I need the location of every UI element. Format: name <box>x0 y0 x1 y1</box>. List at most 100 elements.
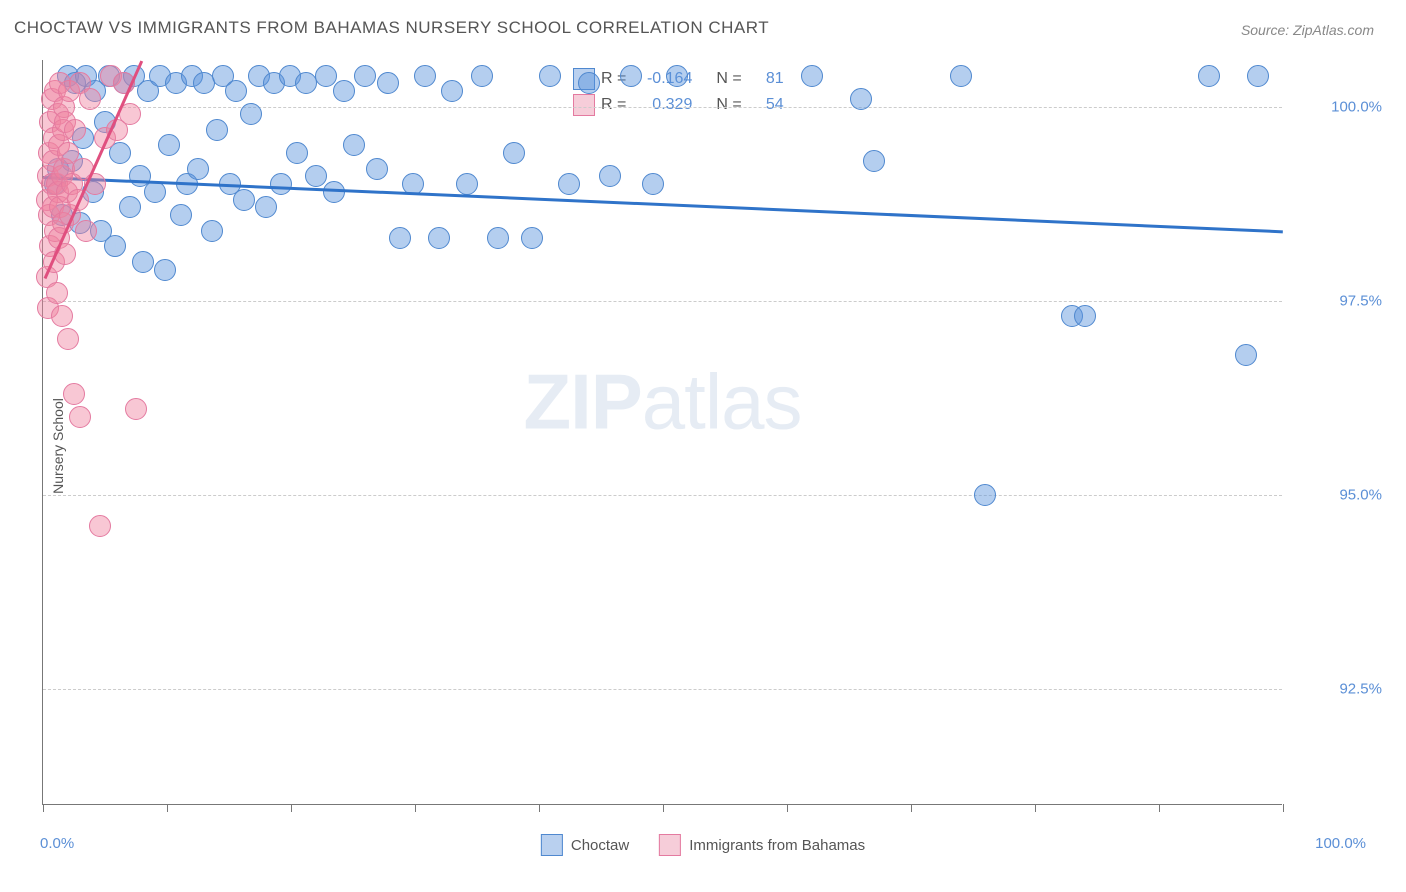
data-point-choctaw <box>620 65 642 87</box>
stats-row-bahamas: R =0.329 N = 54 <box>573 92 784 118</box>
data-point-choctaw <box>170 204 192 226</box>
data-point-choctaw <box>206 119 228 141</box>
scatter-plot-area: ZIPatlas R =-0.164N =81R =0.329N =54 100… <box>42 60 1282 805</box>
data-point-choctaw <box>503 142 525 164</box>
data-point-choctaw <box>255 196 277 218</box>
data-point-choctaw <box>456 173 478 195</box>
data-point-bahamas <box>57 328 79 350</box>
source-label: Source: ZipAtlas.com <box>1241 22 1374 38</box>
data-point-choctaw <box>850 88 872 110</box>
data-point-choctaw <box>666 65 688 87</box>
data-point-choctaw <box>343 134 365 156</box>
data-point-bahamas <box>46 282 68 304</box>
data-point-choctaw <box>377 72 399 94</box>
y-tick-label: 92.5% <box>1292 680 1382 697</box>
data-point-choctaw <box>801 65 823 87</box>
legend-swatch-choctaw <box>541 834 563 856</box>
stats-R-label: R = <box>601 92 626 118</box>
x-tick-mark <box>167 804 168 812</box>
legend-label-bahamas: Immigrants from Bahamas <box>689 837 865 854</box>
legend-item-choctaw: Choctaw <box>541 834 629 856</box>
y-tick-label: 100.0% <box>1292 98 1382 115</box>
gridline-h <box>43 301 1282 302</box>
data-point-choctaw <box>366 158 388 180</box>
data-point-bahamas <box>69 406 91 428</box>
stats-N-label: N = <box>716 66 741 92</box>
data-point-choctaw <box>354 65 376 87</box>
data-point-choctaw <box>539 65 561 87</box>
data-point-choctaw <box>599 165 621 187</box>
data-point-choctaw <box>521 227 543 249</box>
data-point-choctaw <box>578 72 600 94</box>
data-point-choctaw <box>441 80 463 102</box>
data-point-choctaw <box>233 189 255 211</box>
x-tick-mark <box>787 804 788 812</box>
data-point-choctaw <box>333 80 355 102</box>
stats-N-value-choctaw: 81 <box>748 66 784 92</box>
x-tick-mark <box>415 804 416 812</box>
stats-N-label: N = <box>716 92 741 118</box>
x-axis-max-label: 100.0% <box>1315 835 1366 852</box>
data-point-choctaw <box>428 227 450 249</box>
x-tick-mark <box>911 804 912 812</box>
data-point-choctaw <box>471 65 493 87</box>
x-tick-mark <box>1159 804 1160 812</box>
bottom-legend: Choctaw Immigrants from Bahamas <box>541 834 865 856</box>
data-point-bahamas <box>64 119 86 141</box>
gridline-h <box>43 689 1282 690</box>
data-point-choctaw <box>187 158 209 180</box>
gridline-h <box>43 495 1282 496</box>
data-point-choctaw <box>863 150 885 172</box>
data-point-bahamas <box>63 383 85 405</box>
data-point-choctaw <box>950 65 972 87</box>
watermark: ZIPatlas <box>523 357 801 448</box>
chart-title: CHOCTAW VS IMMIGRANTS FROM BAHAMAS NURSE… <box>14 18 769 38</box>
data-point-bahamas <box>75 220 97 242</box>
legend-swatch-bahamas <box>659 834 681 856</box>
data-point-choctaw <box>558 173 580 195</box>
data-point-choctaw <box>240 103 262 125</box>
data-point-choctaw <box>305 165 327 187</box>
x-tick-mark <box>1283 804 1284 812</box>
data-point-choctaw <box>414 65 436 87</box>
data-point-choctaw <box>295 72 317 94</box>
data-point-choctaw <box>286 142 308 164</box>
y-tick-label: 95.0% <box>1292 486 1382 503</box>
data-point-choctaw <box>154 259 176 281</box>
data-point-choctaw <box>1247 65 1269 87</box>
data-point-choctaw <box>104 235 126 257</box>
x-tick-mark <box>539 804 540 812</box>
legend-label-choctaw: Choctaw <box>571 837 629 854</box>
data-point-bahamas <box>125 398 147 420</box>
x-tick-mark <box>1035 804 1036 812</box>
y-tick-label: 97.5% <box>1292 292 1382 309</box>
watermark-rest: atlas <box>642 358 802 446</box>
data-point-choctaw <box>225 80 247 102</box>
data-point-choctaw <box>974 484 996 506</box>
stats-N-value-bahamas: 54 <box>748 92 784 118</box>
x-tick-mark <box>291 804 292 812</box>
x-tick-mark <box>43 804 44 812</box>
data-point-choctaw <box>1074 305 1096 327</box>
stats-R-value-bahamas: 0.329 <box>632 92 692 118</box>
x-tick-mark <box>663 804 664 812</box>
data-point-choctaw <box>487 227 509 249</box>
data-point-choctaw <box>642 173 664 195</box>
data-point-bahamas <box>79 88 101 110</box>
data-point-choctaw <box>132 251 154 273</box>
data-point-bahamas <box>89 515 111 537</box>
legend-item-bahamas: Immigrants from Bahamas <box>659 834 865 856</box>
gridline-h <box>43 107 1282 108</box>
data-point-choctaw <box>315 65 337 87</box>
stats-swatch-bahamas <box>573 94 595 116</box>
data-point-choctaw <box>1198 65 1220 87</box>
data-point-choctaw <box>270 173 292 195</box>
data-point-choctaw <box>119 196 141 218</box>
data-point-choctaw <box>201 220 223 242</box>
data-point-bahamas <box>51 305 73 327</box>
data-point-choctaw <box>158 134 180 156</box>
x-axis-min-label: 0.0% <box>40 835 74 852</box>
watermark-bold: ZIP <box>523 358 641 446</box>
data-point-choctaw <box>389 227 411 249</box>
data-point-choctaw <box>1235 344 1257 366</box>
